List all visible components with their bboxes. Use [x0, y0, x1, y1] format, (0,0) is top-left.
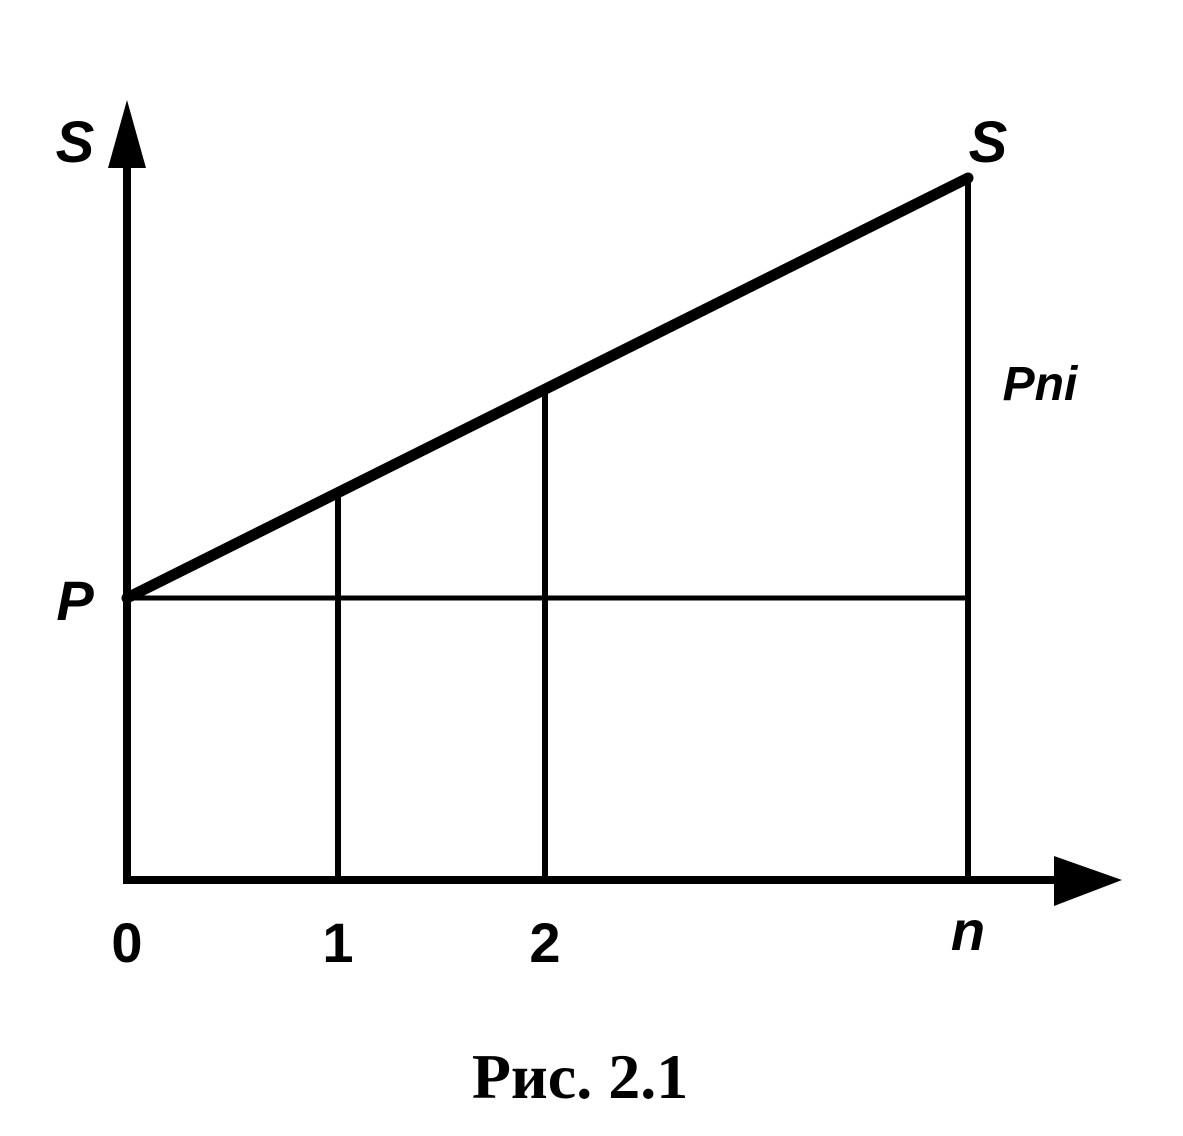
x-tick-label: 0	[111, 911, 142, 974]
end-label: S	[969, 110, 1008, 175]
y-arrow	[108, 100, 146, 168]
caption: Рис. 2.1	[472, 1041, 688, 1112]
segment-label: Pni	[1003, 358, 1079, 411]
growth-line	[121, 172, 974, 604]
start-label: P	[56, 569, 94, 632]
x-tick-label: 2	[529, 911, 560, 974]
y-label: S	[56, 110, 95, 175]
x-tick-label: 1	[322, 911, 353, 974]
x-arrow	[1054, 856, 1122, 906]
x-tick-label: n	[951, 899, 985, 962]
